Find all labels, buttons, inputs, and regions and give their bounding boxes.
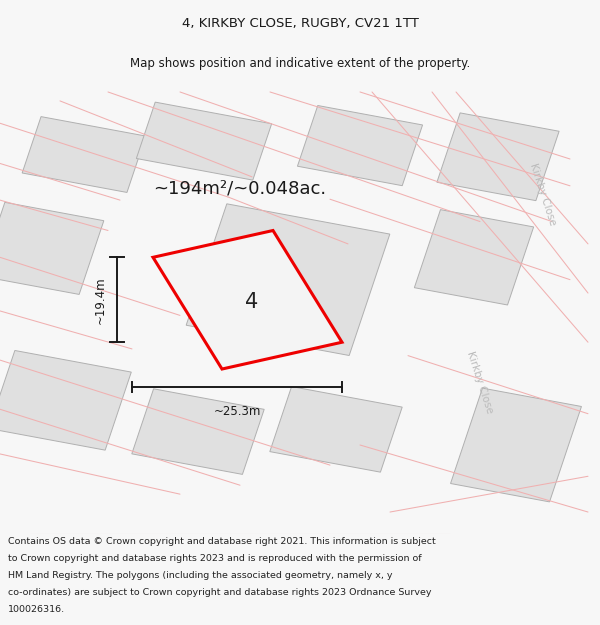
Polygon shape [0,351,131,450]
Text: ~19.4m: ~19.4m [94,276,107,324]
Text: HM Land Registry. The polygons (including the associated geometry, namely x, y: HM Land Registry. The polygons (includin… [8,571,392,580]
Text: co-ordinates) are subject to Crown copyright and database rights 2023 Ordnance S: co-ordinates) are subject to Crown copyr… [8,588,431,598]
Polygon shape [451,388,581,502]
Polygon shape [0,202,104,294]
Text: Map shows position and indicative extent of the property.: Map shows position and indicative extent… [130,57,470,70]
Text: Contains OS data © Crown copyright and database right 2021. This information is : Contains OS data © Crown copyright and d… [8,537,436,546]
Text: to Crown copyright and database rights 2023 and is reproduced with the permissio: to Crown copyright and database rights 2… [8,554,421,563]
Polygon shape [415,209,533,305]
Polygon shape [132,389,264,474]
Text: Kirkby Close: Kirkby Close [465,350,495,415]
Polygon shape [136,102,272,180]
Polygon shape [270,387,402,472]
Text: Kirkby Close: Kirkby Close [528,162,558,227]
Text: 4, KIRKBY CLOSE, RUGBY, CV21 1TT: 4, KIRKBY CLOSE, RUGBY, CV21 1TT [182,17,418,30]
Text: 100026316.: 100026316. [8,605,65,614]
Polygon shape [186,204,390,356]
Text: ~25.3m: ~25.3m [214,405,260,418]
Polygon shape [298,106,422,186]
Polygon shape [153,231,342,369]
Text: 4: 4 [245,292,259,312]
Polygon shape [22,117,146,192]
Polygon shape [437,113,559,201]
Text: ~194m²/~0.048ac.: ~194m²/~0.048ac. [154,179,326,197]
